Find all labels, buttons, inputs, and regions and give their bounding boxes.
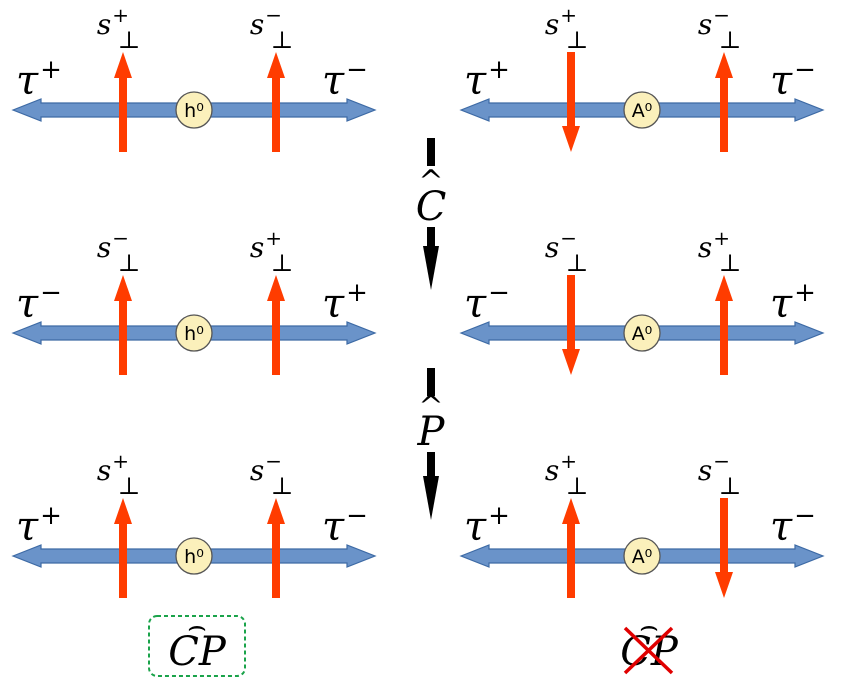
- perp-symbol: ⊥: [566, 249, 589, 277]
- diagram-row3-left: h⁰τ+ τ−s+⊥ s−⊥: [11, 449, 377, 598]
- diagram-row1-right: A⁰τ+ τ−s+⊥ s−⊥: [459, 3, 825, 152]
- operator-C-step: C^: [416, 138, 447, 290]
- operator-hat: ^: [418, 164, 443, 199]
- tau-label: τ−: [322, 501, 368, 550]
- tau-label: τ−: [464, 278, 510, 327]
- step-arrow-head: [423, 476, 439, 520]
- tau-label: τ+: [16, 501, 62, 550]
- spin-arrow-up: [267, 275, 285, 375]
- cp-hat: ⌢: [639, 609, 659, 644]
- spin-arrow-up: [267, 52, 285, 152]
- tau-label: τ+: [464, 55, 510, 104]
- tau-label: τ−: [16, 278, 62, 327]
- spin-label: s+: [545, 3, 577, 41]
- result-forbidden: CP⌢: [620, 609, 679, 675]
- spin-label: s+: [545, 449, 577, 487]
- tau-label: τ+: [322, 278, 368, 327]
- spin-arrow-down: [715, 498, 733, 598]
- cp-results: CP⌢CP⌢: [148, 609, 679, 677]
- perp-symbol: ⊥: [566, 472, 589, 500]
- spin-arrow-up: [562, 498, 580, 598]
- boson-label: h⁰: [184, 100, 204, 122]
- perp-symbol: ⊥: [271, 472, 294, 500]
- spin-label: s+: [250, 226, 282, 264]
- boson-circle: [175, 537, 213, 575]
- step-arrow-head: [423, 246, 439, 290]
- tau-label: τ+: [770, 278, 816, 327]
- spin-label: s−: [698, 449, 730, 487]
- spin-label: s−: [545, 226, 577, 264]
- result-allowed: CP⌢: [148, 609, 246, 677]
- cp-hat: ⌢: [187, 609, 207, 644]
- perp-symbol: ⊥: [719, 472, 742, 500]
- step-arrow-shaft: [427, 452, 435, 478]
- perp-symbol: ⊥: [719, 26, 742, 54]
- tau-label: τ+: [464, 501, 510, 550]
- tau-label: τ−: [770, 55, 816, 104]
- cp-symbol: CP: [168, 629, 227, 675]
- tau-label: τ−: [322, 55, 368, 104]
- boson-label: A⁰: [632, 546, 653, 568]
- operator-column: C^P^: [416, 138, 447, 520]
- perp-symbol: ⊥: [719, 249, 742, 277]
- spin-arrow-up: [715, 52, 733, 152]
- boson-label: h⁰: [184, 546, 204, 568]
- spin-label: s−: [698, 3, 730, 41]
- boson-circle: [623, 91, 661, 129]
- spin-label: s−: [97, 226, 129, 264]
- spin-arrow-up: [114, 275, 132, 375]
- spin-arrow-down: [562, 52, 580, 152]
- operator-hat: ^: [418, 389, 443, 424]
- boson-label: A⁰: [632, 100, 653, 122]
- spin-label: s+: [97, 3, 129, 41]
- perp-symbol: ⊥: [118, 472, 141, 500]
- perp-symbol: ⊥: [271, 249, 294, 277]
- process-diagrams: h⁰τ+ τ−s+⊥ s−⊥A⁰τ+ τ−s+⊥ s−⊥h⁰τ− τ+s−⊥ s+⊥A⁰τ−…: [11, 3, 825, 598]
- spin-label: s−: [250, 3, 282, 41]
- allowed-box: [148, 615, 246, 677]
- spin-arrow-up: [267, 498, 285, 598]
- tau-label: τ+: [16, 55, 62, 104]
- diagram-row2-right: A⁰τ− τ+s−⊥ s+⊥: [459, 226, 825, 375]
- perp-symbol: ⊥: [271, 26, 294, 54]
- operator-letter: C: [416, 184, 447, 230]
- operator-letter: P: [417, 409, 446, 455]
- perp-symbol: ⊥: [118, 249, 141, 277]
- perp-symbol: ⊥: [118, 26, 141, 54]
- spin-arrow-up: [114, 52, 132, 152]
- spin-label: s+: [698, 226, 730, 264]
- spin-arrow-down: [562, 275, 580, 375]
- boson-label: A⁰: [632, 323, 653, 345]
- spin-label: s+: [97, 449, 129, 487]
- diagram-row3-right: A⁰τ+ τ−s+⊥ s−⊥: [459, 449, 825, 598]
- boson-circle: [623, 537, 661, 575]
- step-arrow-shaft: [427, 368, 435, 396]
- boson-circle: [175, 91, 213, 129]
- step-arrow-shaft: [427, 138, 435, 166]
- diagram-row2-left: h⁰τ− τ+s−⊥ s+⊥: [11, 226, 377, 375]
- operator-P-step: P^: [417, 368, 446, 520]
- spin-arrow-up: [114, 498, 132, 598]
- boson-circle: [175, 314, 213, 352]
- boson-circle: [623, 314, 661, 352]
- tau-label: τ−: [770, 501, 816, 550]
- cross-icon: [623, 626, 674, 675]
- step-arrow-shaft: [427, 227, 435, 253]
- spin-arrow-up: [715, 275, 733, 375]
- spin-label: s−: [250, 449, 282, 487]
- perp-symbol: ⊥: [566, 26, 589, 54]
- boson-label: h⁰: [184, 323, 204, 345]
- diagram-row1-left: h⁰τ+ τ−s+⊥ s−⊥: [11, 3, 377, 152]
